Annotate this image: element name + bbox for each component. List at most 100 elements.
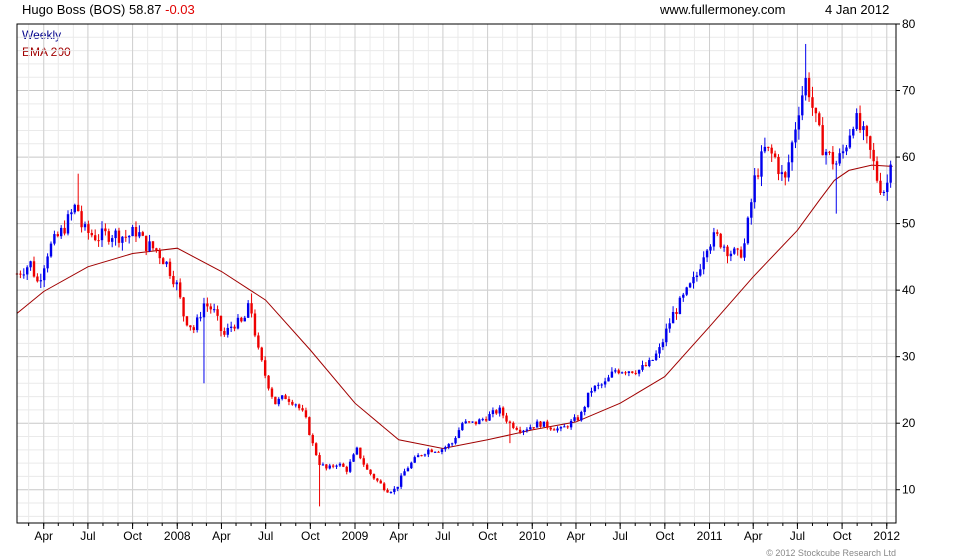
price-bar-up — [699, 269, 702, 276]
price-bar-up — [593, 385, 597, 392]
price-bar-up — [39, 280, 42, 282]
price-bar-up — [665, 328, 668, 343]
price-bar-up — [835, 163, 838, 165]
price-bar-up — [705, 250, 709, 258]
price-bar-down — [274, 396, 277, 405]
price-bar-up — [127, 236, 131, 238]
price-bar-up — [586, 392, 590, 407]
price-change: -0.03 — [165, 2, 195, 17]
price-bar-down — [369, 469, 372, 475]
price-bar-down — [107, 231, 110, 242]
price-bar-up — [70, 212, 73, 215]
price-bar-up — [29, 261, 32, 268]
price-bar-down — [90, 232, 93, 236]
price-bar-up — [535, 421, 539, 428]
price-bar-down — [831, 152, 835, 165]
price-bar-up — [165, 261, 168, 265]
price-bar-up — [413, 457, 416, 463]
price-bar-down — [318, 455, 321, 466]
x-tick-label: Jul — [790, 529, 805, 543]
price-bar-up — [121, 236, 124, 243]
price-bar-down — [872, 149, 875, 162]
price-bar-down — [158, 250, 161, 259]
price-bar-up — [444, 447, 447, 450]
price-bar-down — [314, 443, 318, 456]
price-bars — [15, 43, 892, 507]
price-bar-up — [25, 267, 29, 275]
y-tick-label: 70 — [902, 84, 916, 98]
price-bar-up — [597, 384, 600, 386]
x-tick-label: Jul — [612, 529, 627, 543]
price-bar-down — [875, 161, 879, 181]
price-bar-up — [824, 151, 828, 156]
price-bar-up — [610, 371, 614, 378]
y-tick-label: 40 — [902, 283, 916, 297]
price-bar-up — [389, 492, 393, 494]
price-bar-up — [454, 437, 457, 444]
price-bar-up — [569, 420, 573, 428]
price-bar-down — [814, 107, 818, 114]
price-bar-down — [331, 465, 335, 467]
price-bar-up — [607, 377, 610, 382]
price-bar-down — [716, 232, 719, 234]
price-bar-up — [440, 449, 444, 452]
price-bar-down — [219, 315, 223, 332]
price-bar-up — [637, 369, 641, 374]
price-bar-up — [348, 461, 352, 472]
price-bar-up — [131, 226, 134, 237]
price-bar-down — [168, 261, 172, 276]
price-bar-down — [501, 407, 505, 416]
price-bar-down — [430, 449, 433, 453]
price-bar-up — [416, 455, 420, 458]
price-bar-down — [297, 404, 301, 409]
price-bar-up — [66, 214, 70, 234]
price-bar-down — [117, 230, 121, 243]
price-bar-up — [488, 414, 491, 421]
price-bar-up — [498, 407, 501, 414]
price-bar-down — [270, 388, 274, 397]
price-bar-down — [359, 447, 362, 459]
price-bar-up — [563, 426, 566, 428]
price-bar-up — [671, 312, 675, 324]
price-bar-down — [182, 297, 185, 317]
price-bar-up — [750, 202, 753, 218]
x-tick-label: Apr — [212, 529, 231, 543]
price-bar-down — [189, 325, 192, 328]
price-bar-down — [576, 417, 580, 421]
price-bar-down — [104, 228, 107, 232]
price-bar-down — [508, 421, 512, 423]
price-bar-up — [328, 465, 331, 469]
x-tick-label: Jul — [435, 529, 450, 543]
price-bar-down — [185, 316, 189, 326]
website-link[interactable]: www.fullermoney.com — [660, 2, 786, 17]
price-bar-down — [291, 401, 294, 405]
price-bar-up — [763, 146, 767, 152]
price-bar-up — [338, 463, 342, 466]
price-bar-up — [229, 326, 233, 328]
price-bar-up — [461, 423, 464, 431]
price-bar-up — [542, 421, 546, 427]
price-bar-down — [304, 410, 308, 418]
price-bar-up — [100, 228, 104, 241]
chart-title: Hugo Boss (BOS) 58.87 -0.03 — [22, 2, 195, 17]
price-bar-down — [206, 303, 209, 307]
price-bar-down — [552, 429, 556, 431]
price-bar-up — [654, 353, 658, 360]
price-bar-down — [155, 248, 158, 251]
price-bar-up — [59, 227, 63, 237]
price-bar-up — [688, 283, 692, 288]
price-bar-down — [308, 417, 311, 436]
price-bar-up — [396, 486, 399, 489]
price-bar-up — [481, 419, 484, 421]
x-axis: Apr Jul Oct 2008 Apr Jul Oct 2009 Apr Jul Oct 2010 A… — [28, 523, 900, 543]
price-bar-down — [311, 435, 314, 444]
price-bar-down — [362, 458, 365, 465]
price-bar-up — [804, 77, 807, 96]
price-bar-down — [223, 331, 226, 335]
price-bar-down — [518, 429, 522, 433]
price-bar-down — [821, 125, 824, 156]
price-bar-down — [161, 258, 165, 265]
price-bar-down — [32, 261, 36, 277]
x-tick-label: Jul — [258, 529, 273, 543]
